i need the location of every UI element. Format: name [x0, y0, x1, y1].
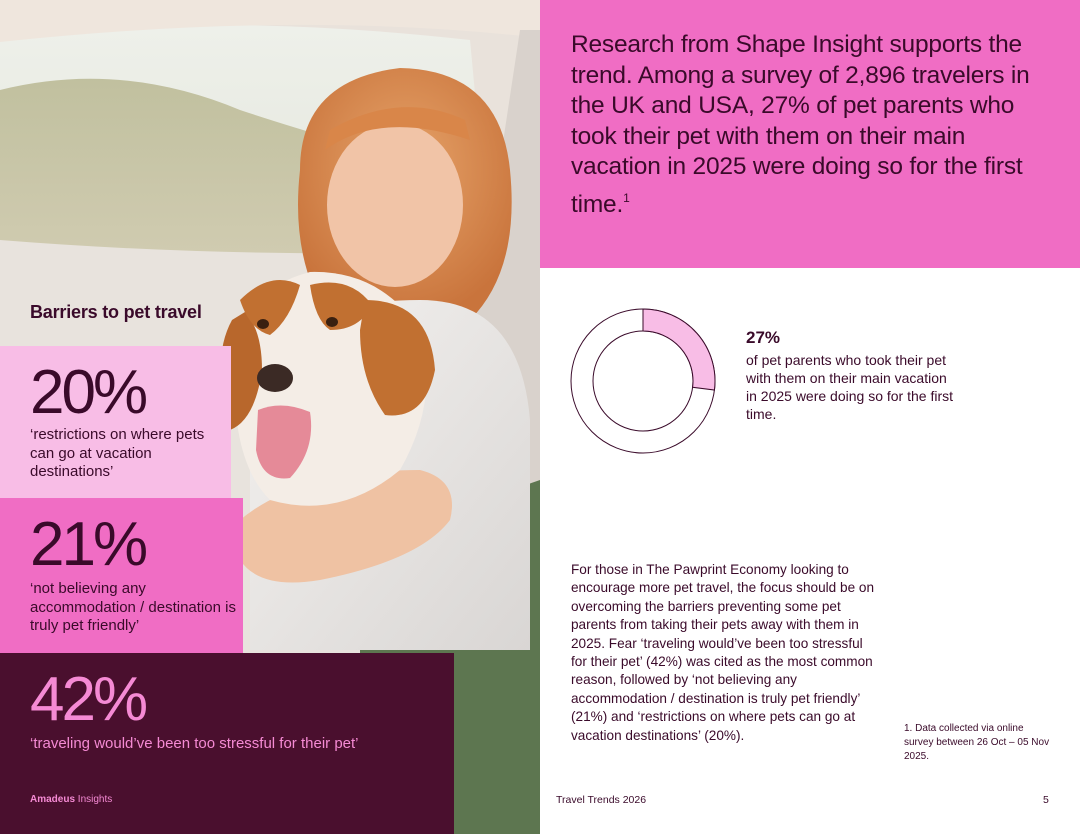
donut-legend: 27% of pet parents who took their pet wi…: [746, 328, 956, 423]
page-number: 5: [1043, 794, 1049, 806]
stat-percent: 42%: [30, 665, 148, 734]
donut-inner-ring: [592, 330, 694, 432]
body-paragraph: For those in The Pawprint Economy lookin…: [571, 562, 875, 743]
stat-percent: 21%: [30, 510, 148, 579]
stat-description: ‘restrictions on where pets can go at va…: [30, 426, 205, 480]
intro-text: Research from Shape Insight supports the…: [571, 31, 1030, 218]
barriers-title: Barriers to pet travel: [30, 302, 202, 322]
footnote-marker: 1: [623, 190, 630, 205]
brand-section: Insights: [77, 794, 113, 805]
donut-chart: [570, 308, 716, 454]
stat-box-too-stressful: 42% ‘traveling would’ve been too stressf…: [0, 653, 454, 834]
intro-block: Research from Shape Insight supports the…: [540, 0, 1080, 268]
stat-description: ‘not believing any accommodation / desti…: [30, 580, 236, 634]
brand-footer: Amadeus Insights: [30, 794, 112, 805]
donut-description: of pet parents who took their pet with t…: [746, 352, 954, 422]
stat-description: ‘traveling would’ve been too stressful f…: [30, 735, 359, 752]
stat-box-restrictions: 20% ‘restrictions on where pets can go a…: [0, 346, 231, 498]
footnote: 1. Data collected via online survey betw…: [904, 723, 1050, 762]
publication-title: Travel Trends 2026: [556, 794, 647, 806]
intro-paragraph: Research from Shape Insight supports the…: [571, 30, 1031, 220]
donut-value-label: 27%: [746, 328, 781, 347]
stat-box-not-pet-friendly: 21% ‘not believing any accommodation / d…: [0, 498, 243, 653]
stat-percent: 20%: [30, 358, 148, 427]
donut-slice-27: [642, 308, 716, 391]
left-page: Barriers to pet travel 20% ‘restrictions…: [0, 0, 540, 834]
right-page: Research from Shape Insight supports the…: [540, 0, 1080, 834]
brand-name: Amadeus: [30, 794, 76, 805]
